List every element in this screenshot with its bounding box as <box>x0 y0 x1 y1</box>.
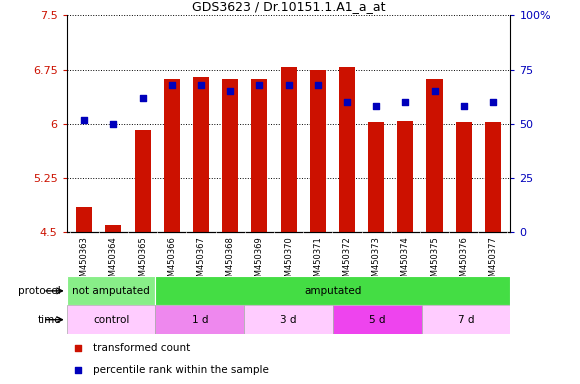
Text: GSM450373: GSM450373 <box>372 236 380 287</box>
Point <box>459 103 468 109</box>
Title: GDS3623 / Dr.10151.1.A1_a_at: GDS3623 / Dr.10151.1.A1_a_at <box>192 0 385 13</box>
Point <box>401 99 410 105</box>
Bar <box>339 68 355 232</box>
Text: GSM450375: GSM450375 <box>430 236 439 286</box>
Point <box>313 82 322 88</box>
Text: transformed count: transformed count <box>93 343 191 353</box>
Point <box>73 367 82 373</box>
Bar <box>281 68 296 232</box>
Point <box>488 99 498 105</box>
Point <box>138 95 147 101</box>
Bar <box>456 122 472 232</box>
Text: amputated: amputated <box>304 286 361 296</box>
Bar <box>155 276 510 305</box>
Bar <box>106 225 121 232</box>
Text: time: time <box>37 314 61 325</box>
Text: GSM450365: GSM450365 <box>138 236 147 286</box>
Text: GSM450370: GSM450370 <box>284 236 293 286</box>
Bar <box>244 305 333 334</box>
Point <box>284 82 293 88</box>
Bar <box>251 79 267 232</box>
Text: GSM450377: GSM450377 <box>488 236 498 287</box>
Text: GSM450367: GSM450367 <box>197 236 205 287</box>
Point <box>73 345 82 351</box>
Point <box>342 99 351 105</box>
Point <box>167 82 176 88</box>
Bar <box>193 77 209 232</box>
Text: not amputated: not amputated <box>72 286 150 296</box>
Point <box>430 88 439 94</box>
Bar <box>485 122 501 232</box>
Text: GSM450364: GSM450364 <box>109 236 118 286</box>
Text: GSM450372: GSM450372 <box>342 236 351 286</box>
Text: 5 d: 5 d <box>369 314 386 325</box>
Point <box>197 82 206 88</box>
Text: 3 d: 3 d <box>280 314 297 325</box>
Bar <box>397 121 414 232</box>
Text: 7 d: 7 d <box>458 314 474 325</box>
Text: GSM450366: GSM450366 <box>167 236 176 287</box>
Bar <box>164 79 180 232</box>
Bar <box>76 207 92 232</box>
Text: GSM450371: GSM450371 <box>313 236 322 286</box>
Bar <box>422 305 510 334</box>
Point <box>79 116 89 122</box>
Point <box>109 121 118 127</box>
Bar <box>155 305 244 334</box>
Text: GSM450363: GSM450363 <box>79 236 89 287</box>
Text: GSM450376: GSM450376 <box>459 236 468 287</box>
Text: 1 d: 1 d <box>191 314 208 325</box>
Bar <box>67 305 155 334</box>
Bar <box>67 276 155 305</box>
Text: percentile rank within the sample: percentile rank within the sample <box>93 365 269 375</box>
Text: GSM450369: GSM450369 <box>255 236 264 286</box>
Bar <box>310 70 326 232</box>
Bar <box>368 122 384 232</box>
Point <box>255 82 264 88</box>
Text: control: control <box>93 314 129 325</box>
Bar <box>135 130 151 232</box>
Point <box>226 88 235 94</box>
Text: protocol: protocol <box>18 286 61 296</box>
Point <box>371 103 380 109</box>
Text: GSM450374: GSM450374 <box>401 236 410 286</box>
Bar <box>426 79 443 232</box>
Text: GSM450368: GSM450368 <box>226 236 235 287</box>
Bar <box>333 305 422 334</box>
Bar <box>222 79 238 232</box>
